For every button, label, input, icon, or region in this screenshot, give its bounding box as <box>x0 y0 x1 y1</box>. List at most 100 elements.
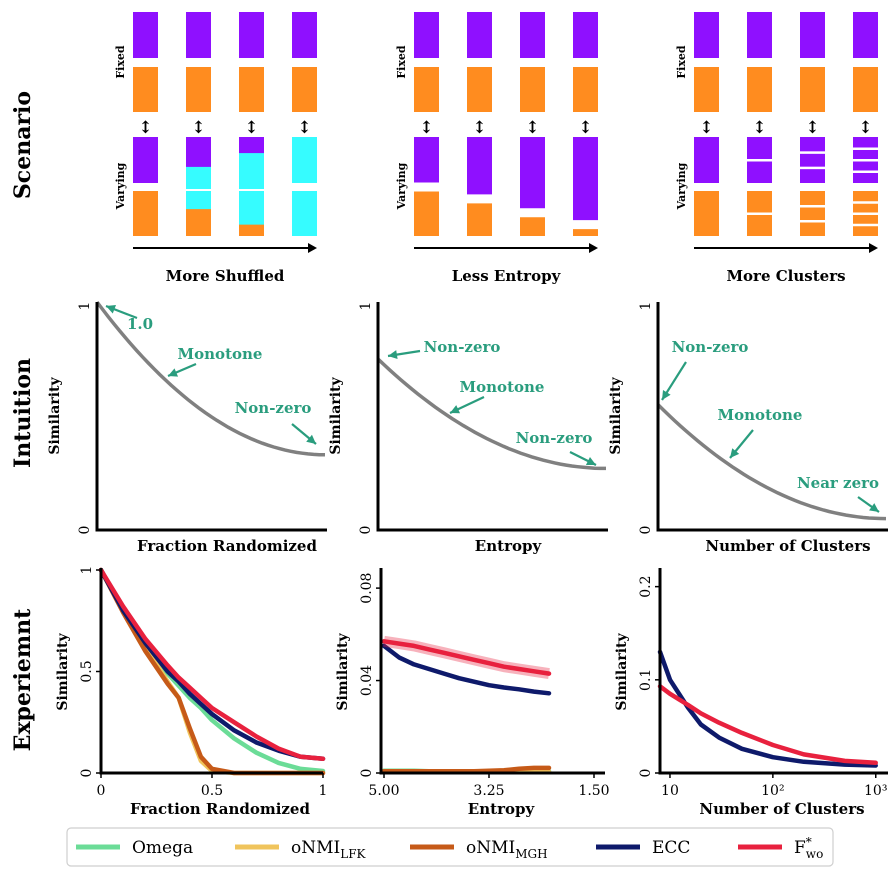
shuffled-cyan-part <box>239 153 264 183</box>
varying-purple-block <box>694 137 719 183</box>
scenario-row: Fixed Varying ↕ ↕ ↕ ↕ More Shuffled Fixed Varyin… <box>114 12 878 285</box>
legend-item-omega: Omega <box>76 838 193 858</box>
shuffled-cyan-part <box>239 181 264 189</box>
fixed-purple-block <box>467 12 492 58</box>
x-tick-label: 10 <box>661 783 679 799</box>
cluster-separator <box>800 166 825 170</box>
shuffled-cyan-part <box>292 191 317 236</box>
fixed-purple-block <box>292 12 317 58</box>
fixed-purple-block <box>414 12 439 58</box>
row-label-experiment: Experiemnt <box>10 608 36 751</box>
fixed-purple-block <box>573 12 598 58</box>
series-line-ecc <box>98 567 326 762</box>
y-tick-label: 1 <box>77 302 93 311</box>
varying-purple-block <box>573 137 598 221</box>
varying-orange-block <box>467 203 492 236</box>
annotation-arrow-head <box>662 389 671 400</box>
cluster-separator <box>853 159 878 162</box>
fixed-orange-block <box>800 67 825 112</box>
x-tick-label: 5.00 <box>368 783 399 799</box>
annotation-text: Near zero <box>797 474 879 492</box>
varying-label: Varying <box>114 162 127 210</box>
y-tick-label: 0.08 <box>359 573 375 604</box>
x-axis-label: Number of Clusters <box>705 537 870 555</box>
annotation-arrow-head <box>869 503 879 512</box>
y-axis-label: Similarity <box>55 633 71 711</box>
cluster-separator <box>853 212 878 215</box>
series-line-fwo <box>381 639 552 676</box>
fixed-purple-block <box>747 12 772 58</box>
y-tick-label: 0.1 <box>638 669 654 691</box>
cluster-separator <box>800 220 825 223</box>
shuffled-cyan-part <box>186 181 211 189</box>
scenario-xlabel: Less Entropy <box>452 267 562 285</box>
x-tick-label: 0 <box>97 783 106 799</box>
experiment-chart-2: 0 0.1 0.2 10 10² 10³ Similarity Number of Clust… <box>614 568 888 818</box>
y-axis-label: Similarity <box>608 377 624 455</box>
fixed-purple-block <box>800 12 825 58</box>
shuffled-cyan-part <box>239 191 264 225</box>
annotation-arrow-head <box>106 305 117 314</box>
y-tick-label: 0.04 <box>359 665 375 696</box>
fixed-orange-block <box>520 67 545 112</box>
scenario-panel-1: Fixed Varying ↕ ↕ ↕ ↕ Less Entropy <box>395 12 598 285</box>
x-tick-label: 10³ <box>864 783 887 799</box>
varying-purple-block <box>133 137 158 183</box>
x-tick-label: 1.50 <box>578 783 609 799</box>
y-tick-label: 0.5 <box>79 660 95 682</box>
legend-label-main: Omega <box>132 838 193 858</box>
shuffled-cyan-part <box>186 191 211 210</box>
scenario-xlabel: More Shuffled <box>166 267 285 285</box>
scenario-panel-0: Fixed Varying ↕ ↕ ↕ ↕ More Shuffled <box>114 12 317 285</box>
x-axis-label: Fraction Randomized <box>130 800 310 818</box>
legend-label-sup: * <box>806 835 812 849</box>
y-tick-label: 0 <box>358 526 374 535</box>
x-tick-label: 1 <box>319 783 328 799</box>
intuition-curve <box>656 403 887 521</box>
intuition-row: 0 1 Similarity Fraction Randomized 1.0 Monoto… <box>47 300 888 555</box>
row-label-scenario: Scenario <box>10 91 36 199</box>
cluster-separator <box>853 223 878 227</box>
fixed-purple-block <box>186 12 211 58</box>
y-tick-label: 0 <box>77 526 93 535</box>
direction-arrow-head <box>869 243 878 253</box>
annotation-arrow-head <box>585 456 596 465</box>
fixed-purple-block <box>853 12 878 58</box>
y-tick-label: 0 <box>79 769 95 778</box>
fixed-orange-block <box>292 67 317 112</box>
experiment-chart-0: 0 0.5 1 0 0.5 1 Similarity Fraction Randomized <box>55 566 327 818</box>
scenario-xlabel: More Clusters <box>726 267 845 285</box>
legend-label-onmi_lfk: oNMILFK <box>291 838 367 861</box>
series-line-ecc <box>657 649 878 768</box>
annotation-text: 1.0 <box>127 315 153 333</box>
y-tick-label: 0 <box>359 769 375 778</box>
fixed-orange-block <box>239 67 264 112</box>
swap-arrow-icon: ↕ <box>699 118 713 138</box>
annotation-arrow-head <box>730 448 740 458</box>
series-line-fwo <box>657 684 878 766</box>
shuffled-cyan-part <box>186 166 211 183</box>
cluster-separator <box>800 151 825 154</box>
swap-arrow-icon: ↕ <box>191 118 205 138</box>
varying-label: Varying <box>675 162 688 210</box>
y-axis-label: Similarity <box>47 377 63 455</box>
annotation-text: Non-zero <box>516 429 593 447</box>
legend-label-main: F <box>794 838 806 858</box>
legend-label-main: oNMI <box>466 838 515 858</box>
annotation-text: Monotone <box>460 378 545 396</box>
varying-orange-block <box>520 217 545 236</box>
swap-arrow-icon: ↕ <box>472 118 486 138</box>
y-tick-label: 0 <box>638 526 654 535</box>
y-tick-label: 1 <box>638 302 654 311</box>
x-tick-label: 10² <box>761 783 784 799</box>
swap-arrow-icon: ↕ <box>244 118 258 138</box>
cluster-separator <box>853 170 878 173</box>
swap-arrow-icon: ↕ <box>138 118 152 138</box>
fixed-purple-block <box>694 12 719 58</box>
fixed-orange-block <box>573 67 598 112</box>
varying-purple-block <box>414 137 439 183</box>
legend-label-onmi_mgh: oNMIMGH <box>466 838 548 861</box>
fixed-orange-block <box>853 67 878 112</box>
series-line-fwo <box>98 567 326 762</box>
swap-arrow-icon: ↕ <box>858 118 872 138</box>
